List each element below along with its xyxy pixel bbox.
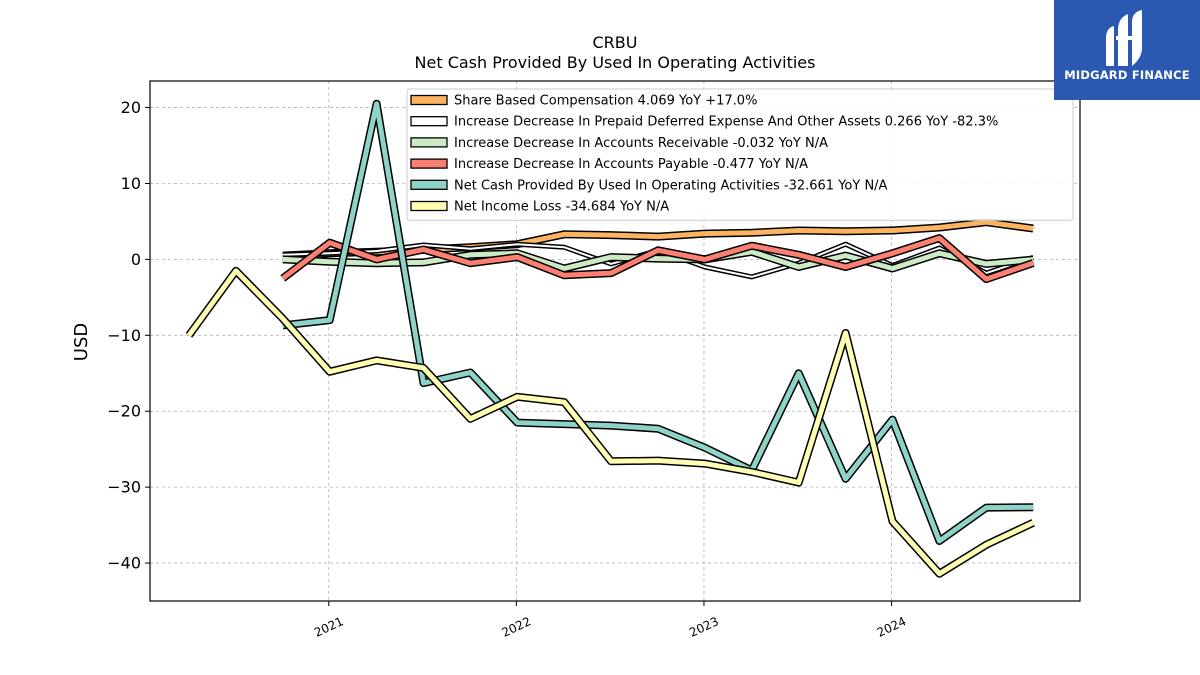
y-tick-label: 20 <box>121 98 141 117</box>
series-line <box>282 249 1034 271</box>
series-line <box>281 235 1035 282</box>
legend-item: Increase Decrease In Prepaid Deferred Ex… <box>410 115 998 130</box>
series-increase-decrease-in-accounts-receivable <box>282 247 1034 273</box>
chart-subtitle: Net Cash Provided By Used In Operating A… <box>415 53 816 72</box>
brand-name: MIDGARD FINANCE <box>1064 68 1190 82</box>
series-line <box>186 268 1035 577</box>
x-tick-label: 2024 <box>875 614 909 640</box>
legend-swatch <box>410 94 448 106</box>
y-tick-label: −30 <box>107 478 141 497</box>
brand-logo: MIDGARD FINANCE <box>1054 0 1200 100</box>
y-tick-label: 10 <box>121 174 141 193</box>
x-tick-label: 2023 <box>687 614 721 640</box>
legend-label: Net Cash Provided By Used In Operating A… <box>454 178 888 193</box>
series-net-income-loss <box>185 266 1035 578</box>
y-tick-label: −40 <box>107 554 141 573</box>
legend-box <box>406 88 1074 221</box>
plot-frame <box>149 80 1081 602</box>
x-tick-label: 2021 <box>312 614 346 640</box>
legend-swatch <box>410 137 448 148</box>
legend: Share Based Compensation 4.069 YoY +17.0… <box>406 88 1074 221</box>
legend-swatch <box>410 179 448 190</box>
series-group <box>185 99 1035 578</box>
chart-title: CRBU <box>593 33 638 52</box>
y-axis-label: USD <box>71 323 92 361</box>
legend-label: Increase Decrease In Accounts Payable -0… <box>454 157 808 172</box>
series-net-cash-provided-by-used-in-operating-activities <box>282 99 1034 545</box>
y-tick-label: −20 <box>107 402 141 421</box>
y-tick-label: −10 <box>107 326 141 345</box>
legend-label: Increase Decrease In Accounts Receivable… <box>454 136 828 151</box>
legend-item: Net Income Loss -34.684 YoY N/A <box>410 200 669 215</box>
legend-item: Increase Decrease In Accounts Receivable… <box>410 136 828 151</box>
legend-swatch <box>410 116 448 127</box>
legend-label: Increase Decrease In Prepaid Deferred Ex… <box>454 115 998 130</box>
legend-label: Net Income Loss -34.684 YoY N/A <box>454 200 669 215</box>
x-tick-label: 2022 <box>500 614 534 640</box>
series-increase-decrease-in-accounts-payable <box>280 234 1035 284</box>
legend-swatch <box>410 158 448 169</box>
y-tick-label: 0 <box>131 250 141 269</box>
legend-item: Net Cash Provided By Used In Operating A… <box>410 178 888 193</box>
legend-item: Share Based Compensation 4.069 YoY +17.0… <box>410 94 757 109</box>
legend-item: Increase Decrease In Accounts Payable -0… <box>410 157 808 172</box>
midgard-logo-icon <box>1106 10 1142 66</box>
legend-label: Share Based Compensation 4.069 YoY +17.0… <box>454 94 757 109</box>
series-line <box>282 101 1034 544</box>
legend-swatch <box>410 200 448 212</box>
